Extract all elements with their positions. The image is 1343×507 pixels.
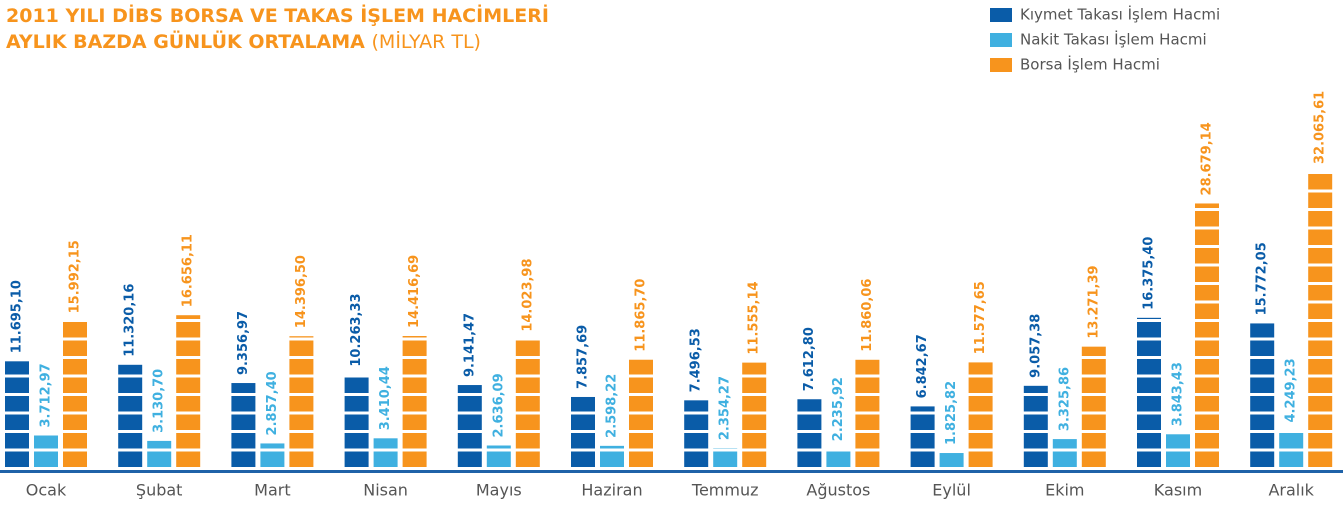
value-label: 4.249,23 [1284, 358, 1299, 422]
baseline [0, 470, 1343, 473]
value-label: 32.065,61 [1313, 91, 1328, 164]
value-label: 9.356,97 [236, 311, 251, 375]
bar [629, 359, 653, 470]
bar [289, 336, 314, 470]
bar [5, 361, 29, 470]
x-tick-label: Ağustos [806, 481, 870, 500]
bar [486, 445, 511, 470]
value-label: 10.263,33 [349, 293, 364, 366]
bar [797, 399, 822, 470]
legend-swatch [990, 58, 1012, 72]
bar [713, 448, 738, 470]
value-label: 7.857,69 [576, 325, 591, 389]
value-label: 15.992,15 [68, 240, 83, 313]
x-tick-label: Kasım [1154, 481, 1202, 500]
legend-swatch [990, 33, 1012, 47]
value-label: 11.320,16 [123, 284, 138, 357]
bar [939, 453, 964, 470]
value-label: 2.857,40 [265, 371, 280, 435]
value-label: 3.130,70 [152, 369, 167, 433]
bar [1052, 439, 1077, 470]
value-label: 2.235,92 [831, 377, 846, 441]
chart-title: 2011 YILI DİBS BORSA VE TAKAS İŞLEM HACİ… [6, 3, 549, 27]
value-label: 11.865,70 [634, 279, 649, 352]
bar [910, 406, 935, 470]
bar [63, 321, 87, 470]
value-label: 2.636,09 [491, 373, 506, 437]
value-label: 16.656,11 [181, 234, 196, 307]
bar [684, 400, 709, 470]
value-label: 14.023,98 [520, 258, 535, 331]
bar [742, 362, 767, 470]
bar [1195, 203, 1219, 470]
x-tick-label: Mayıs [476, 481, 522, 500]
x-tick-label: Nisan [363, 481, 408, 500]
value-label: 13.271,39 [1086, 265, 1101, 338]
bar [1250, 323, 1275, 470]
bar [373, 438, 398, 470]
bar [402, 336, 427, 470]
bar [1081, 346, 1106, 470]
x-tick-label: Haziran [581, 481, 642, 500]
value-label: 11.695,10 [10, 280, 25, 353]
value-label: 3.410,44 [378, 366, 393, 430]
value-label: 14.416,69 [407, 255, 422, 328]
legend-label: Borsa İşlem Hacmi [1020, 55, 1160, 74]
x-tick-label: Ekim [1045, 481, 1084, 500]
value-label: 9.057,38 [1028, 314, 1043, 378]
value-label: 6.842,67 [915, 334, 930, 398]
bar [1023, 385, 1048, 470]
x-tick-label: Eylül [932, 481, 971, 500]
bar [1137, 317, 1161, 470]
bar [855, 359, 880, 470]
bar [147, 440, 172, 470]
chart-subtitle-line: AYLIK BAZDA GÜNLÜK ORTALAMA (MİLYAR TL) [6, 29, 481, 53]
value-label: 11.860,06 [860, 279, 875, 352]
bar [1166, 434, 1190, 470]
value-label: 2.354,27 [718, 376, 733, 440]
value-label: 15.772,05 [1255, 242, 1270, 315]
legend-label: Nakit Takası İşlem Hacmi [1020, 30, 1207, 49]
legend-swatch [990, 8, 1012, 22]
value-label: 14.396,50 [294, 255, 309, 328]
value-label: 7.496,53 [689, 328, 704, 392]
x-tick-label: Aralık [1268, 481, 1314, 500]
bar [118, 364, 143, 470]
chart-subtitle: AYLIK BAZDA GÜNLÜK ORTALAMA [6, 29, 365, 53]
value-label: 3.843,43 [1171, 362, 1186, 426]
x-tick-label: Ocak [26, 481, 67, 500]
bar [600, 445, 624, 470]
bar [231, 383, 256, 470]
chart-unit: (MİLYAR TL) [372, 30, 481, 53]
value-label: 3.325,86 [1057, 367, 1072, 431]
bar [1279, 430, 1304, 470]
bar [571, 396, 595, 470]
bar [260, 443, 285, 470]
value-label: 9.141,47 [462, 313, 477, 377]
bar [344, 374, 369, 470]
bar [515, 339, 540, 470]
bar [34, 435, 58, 470]
x-tick-label: Mart [254, 481, 290, 500]
value-label: 11.555,14 [747, 281, 762, 354]
value-label: 2.598,22 [605, 374, 620, 438]
bar [826, 449, 851, 470]
x-tick-label: Şubat [136, 481, 183, 500]
bar [457, 385, 482, 470]
value-label: 11.577,65 [973, 281, 988, 354]
bar [176, 315, 201, 470]
x-tick-label: Temmuz [691, 481, 759, 500]
bar [1308, 172, 1333, 470]
value-label: 7.612,80 [802, 327, 817, 391]
value-label: 3.712,97 [39, 363, 54, 427]
bar [968, 362, 993, 470]
value-label: 28.679,14 [1200, 122, 1215, 195]
legend-label: Kıymet Takası İşlem Hacmi [1020, 5, 1220, 24]
value-label: 16.375,40 [1142, 237, 1157, 310]
value-label: 1.825,82 [944, 381, 959, 445]
